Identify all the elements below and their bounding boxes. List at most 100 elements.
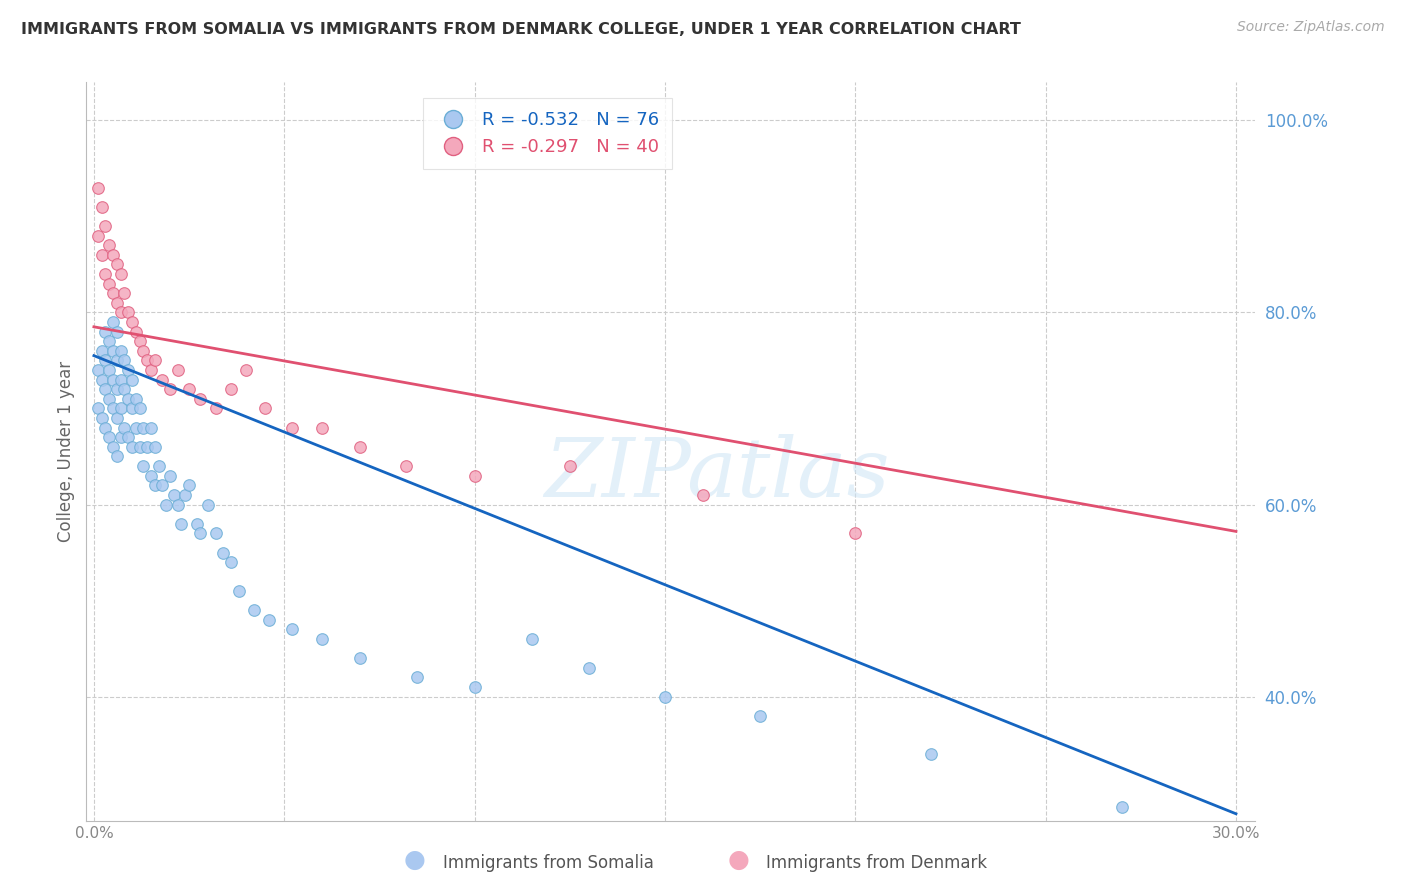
Point (125, 392, 148, 406)
Point (219, 555, 242, 569)
Point (159, 382, 181, 396)
Point (105, 257, 128, 271)
Point (159, 468, 181, 483)
Point (117, 392, 139, 406)
Point (204, 526, 226, 541)
Point (148, 459, 170, 474)
Point (219, 382, 242, 396)
Point (117, 430, 139, 444)
Text: Immigrants from Somalia: Immigrants from Somalia (443, 855, 654, 872)
Point (844, 526, 866, 541)
Y-axis label: College, Under 1 year: College, Under 1 year (58, 361, 75, 542)
Point (197, 498, 219, 512)
Point (152, 478, 174, 492)
Point (243, 603, 266, 617)
Point (190, 526, 212, 541)
Point (101, 401, 124, 416)
Point (152, 373, 174, 387)
Point (125, 420, 148, 434)
Point (94, 420, 117, 434)
Point (177, 478, 200, 492)
Point (128, 440, 150, 454)
Point (139, 363, 162, 377)
Point (464, 468, 486, 483)
Point (139, 420, 162, 434)
Point (128, 401, 150, 416)
Point (90, 343, 112, 358)
Point (105, 295, 128, 310)
Point (155, 498, 177, 512)
Point (101, 440, 124, 454)
Point (136, 440, 159, 454)
Point (749, 708, 772, 723)
Point (257, 613, 280, 627)
Point (101, 248, 124, 262)
Point (558, 459, 581, 474)
Point (90, 373, 112, 387)
Text: Immigrants from Denmark: Immigrants from Denmark (766, 855, 987, 872)
Point (94, 219, 117, 233)
Point (112, 286, 135, 301)
Point (121, 315, 143, 329)
Point (112, 353, 135, 368)
Text: ●: ● (404, 848, 426, 872)
Point (101, 373, 124, 387)
Text: IMMIGRANTS FROM SOMALIA VS IMMIGRANTS FROM DENMARK COLLEGE, UNDER 1 YEAR CORRELA: IMMIGRANTS FROM SOMALIA VS IMMIGRANTS FR… (21, 22, 1021, 37)
Point (98, 277, 121, 291)
Point (86, 228, 108, 243)
Point (311, 632, 333, 646)
Point (105, 325, 128, 339)
Point (128, 334, 150, 349)
Point (166, 363, 188, 377)
Point (117, 305, 139, 319)
Point (90, 248, 112, 262)
Point (1111, 800, 1133, 814)
Point (190, 392, 212, 406)
Point (920, 747, 942, 762)
Point (105, 450, 128, 464)
Point (98, 430, 121, 444)
Point (90, 200, 112, 214)
Point (406, 670, 429, 684)
Point (132, 420, 155, 434)
Point (121, 373, 143, 387)
Point (98, 392, 121, 406)
Text: Source: ZipAtlas.com: Source: ZipAtlas.com (1237, 20, 1385, 34)
Point (94, 325, 117, 339)
Point (281, 623, 304, 637)
Point (121, 401, 143, 416)
Point (105, 411, 128, 425)
Point (110, 430, 132, 444)
Point (143, 440, 166, 454)
Point (235, 363, 257, 377)
Point (139, 468, 162, 483)
Point (254, 401, 277, 416)
Point (121, 440, 143, 454)
Point (311, 420, 333, 434)
Point (110, 373, 132, 387)
Point (174, 488, 197, 502)
Point (86, 180, 108, 194)
Point (101, 315, 124, 329)
Point (101, 286, 124, 301)
Point (212, 545, 235, 559)
Point (94, 382, 117, 396)
Point (204, 401, 226, 416)
Point (520, 632, 543, 646)
Point (94, 353, 117, 368)
Point (578, 661, 600, 675)
Point (136, 353, 159, 368)
Text: ●: ● (727, 848, 749, 872)
Point (112, 420, 135, 434)
Point (110, 343, 132, 358)
Point (98, 334, 121, 349)
Point (86, 401, 108, 416)
Point (654, 690, 676, 704)
Point (86, 363, 108, 377)
Point (132, 459, 155, 474)
Point (98, 363, 121, 377)
Point (281, 420, 304, 434)
Point (101, 343, 124, 358)
Point (117, 363, 139, 377)
Point (349, 651, 371, 665)
